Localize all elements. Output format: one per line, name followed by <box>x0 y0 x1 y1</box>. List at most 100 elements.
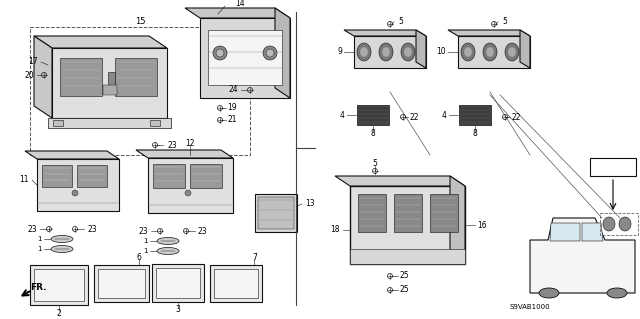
Bar <box>600 213 638 235</box>
Bar <box>258 197 294 229</box>
Bar <box>37 159 119 211</box>
Bar <box>208 30 282 85</box>
Text: 19: 19 <box>227 103 237 113</box>
Ellipse shape <box>263 46 277 60</box>
Ellipse shape <box>379 43 393 61</box>
Ellipse shape <box>51 235 73 242</box>
Ellipse shape <box>266 49 274 57</box>
Text: 8: 8 <box>472 129 477 137</box>
Ellipse shape <box>216 49 224 57</box>
Bar <box>42 165 72 187</box>
Bar <box>354 36 426 68</box>
Bar <box>94 265 149 302</box>
Ellipse shape <box>505 43 519 61</box>
Bar <box>357 105 389 125</box>
Text: 1: 1 <box>38 246 42 252</box>
Polygon shape <box>185 8 290 18</box>
Bar <box>148 158 233 213</box>
Bar <box>103 85 117 95</box>
Ellipse shape <box>461 43 475 61</box>
Ellipse shape <box>213 46 227 60</box>
Text: 13: 13 <box>305 199 315 209</box>
Text: 7: 7 <box>252 253 257 262</box>
Text: S9VAB1000: S9VAB1000 <box>510 304 550 310</box>
Bar <box>590 158 636 176</box>
Text: FR.: FR. <box>30 283 47 292</box>
Ellipse shape <box>619 217 631 231</box>
Polygon shape <box>335 176 465 186</box>
Bar <box>430 194 458 232</box>
Bar <box>458 36 530 68</box>
Text: 3: 3 <box>175 306 180 315</box>
Polygon shape <box>448 30 530 36</box>
Polygon shape <box>450 176 465 264</box>
Bar <box>255 194 297 232</box>
Bar <box>30 27 250 155</box>
Text: 5: 5 <box>398 18 403 26</box>
Ellipse shape <box>404 47 412 57</box>
Bar <box>156 268 200 298</box>
Bar <box>210 265 262 302</box>
Bar <box>350 249 465 264</box>
Text: 2: 2 <box>56 308 61 317</box>
Polygon shape <box>60 58 102 96</box>
Ellipse shape <box>486 47 494 57</box>
Polygon shape <box>136 150 233 158</box>
Text: 16: 16 <box>477 220 486 229</box>
Polygon shape <box>344 30 426 36</box>
Text: 14: 14 <box>235 0 244 9</box>
Ellipse shape <box>357 43 371 61</box>
Text: 4: 4 <box>339 110 344 120</box>
Text: 23: 23 <box>168 140 178 150</box>
Bar <box>152 264 204 302</box>
Text: 5: 5 <box>502 18 507 26</box>
Ellipse shape <box>51 246 73 253</box>
Text: 1: 1 <box>143 238 148 244</box>
Bar <box>53 120 63 126</box>
Polygon shape <box>530 218 635 293</box>
Text: 4: 4 <box>441 110 446 120</box>
Ellipse shape <box>157 248 179 255</box>
Bar <box>459 105 491 125</box>
Polygon shape <box>275 8 290 98</box>
Bar <box>30 265 88 305</box>
Text: 11: 11 <box>19 175 29 184</box>
Text: 5: 5 <box>372 160 378 168</box>
Text: 1: 1 <box>143 248 148 254</box>
Text: 22: 22 <box>512 113 522 122</box>
Ellipse shape <box>464 47 472 57</box>
Ellipse shape <box>539 288 559 298</box>
Ellipse shape <box>382 47 390 57</box>
Polygon shape <box>25 151 119 159</box>
Polygon shape <box>416 30 426 68</box>
Text: 25: 25 <box>400 286 410 294</box>
Bar <box>98 269 145 298</box>
Text: 10: 10 <box>436 48 446 56</box>
Polygon shape <box>48 118 171 128</box>
Text: 18: 18 <box>330 226 340 234</box>
Bar <box>190 164 222 188</box>
Ellipse shape <box>72 190 78 196</box>
Text: 21: 21 <box>227 115 237 124</box>
Ellipse shape <box>157 238 179 244</box>
Bar <box>214 269 258 298</box>
Text: 1: 1 <box>38 236 42 242</box>
Text: 9: 9 <box>337 48 342 56</box>
Polygon shape <box>550 223 580 241</box>
Bar <box>153 164 185 188</box>
Polygon shape <box>34 36 52 118</box>
Text: 23: 23 <box>87 225 97 234</box>
Polygon shape <box>52 48 167 118</box>
Polygon shape <box>115 58 157 96</box>
Ellipse shape <box>185 190 191 196</box>
Ellipse shape <box>603 217 615 231</box>
Text: 15: 15 <box>135 17 145 26</box>
Bar <box>358 194 386 232</box>
Bar <box>200 18 290 98</box>
Text: B-39-50: B-39-50 <box>593 162 633 172</box>
Bar <box>150 120 160 126</box>
Text: 8: 8 <box>371 129 376 137</box>
Text: 22: 22 <box>410 113 419 122</box>
Text: 20: 20 <box>24 70 34 79</box>
Text: 17: 17 <box>28 57 38 66</box>
